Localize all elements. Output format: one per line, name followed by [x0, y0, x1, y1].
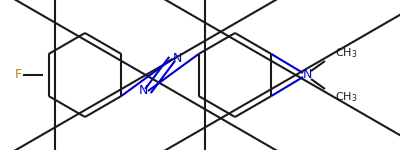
Text: N: N — [138, 84, 148, 98]
Text: N: N — [172, 52, 182, 66]
Text: CH$_3$: CH$_3$ — [335, 90, 358, 104]
Text: N: N — [302, 69, 312, 81]
Text: F: F — [14, 69, 22, 81]
Text: CH$_3$: CH$_3$ — [335, 46, 358, 60]
